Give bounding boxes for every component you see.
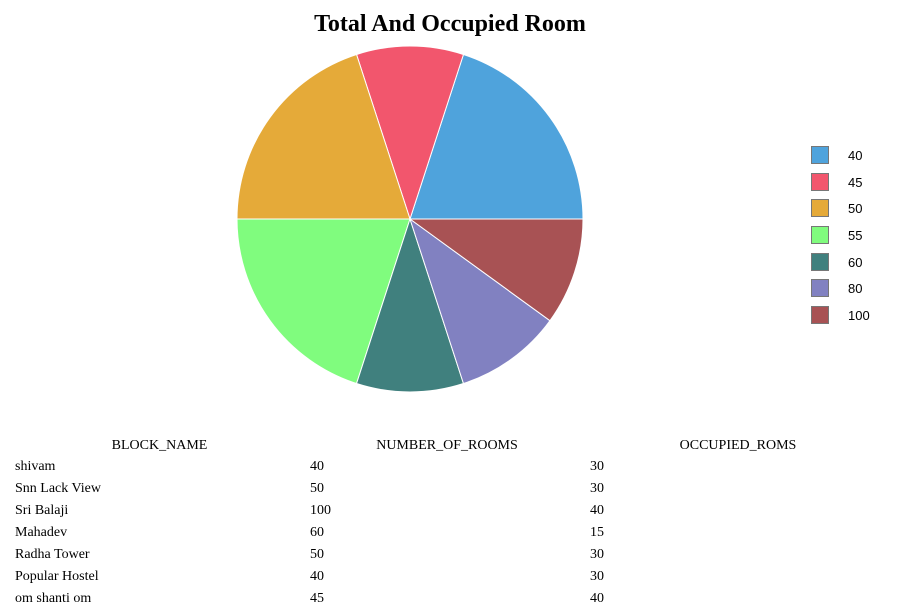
- table-row: Mahadev 60 15: [12, 522, 889, 544]
- chart-title: Total And Occupied Room: [314, 11, 586, 37]
- pie-slice-55: [236, 218, 411, 385]
- legend-swatch: [811, 252, 829, 271]
- legend-label: 50: [848, 201, 863, 217]
- table-row: shivam 40 30: [12, 456, 889, 478]
- pie-slice-80: [409, 217, 551, 385]
- cell-number-of-rooms: 100: [310, 503, 331, 518]
- cell-occupied-rooms: 40: [590, 503, 604, 518]
- legend-item: 55: [811, 226, 891, 245]
- legend-label: 40: [848, 148, 863, 163]
- cell-number-of-rooms: 40: [310, 459, 324, 474]
- pie-slice-40: [409, 53, 584, 220]
- column-header-block-name: BLOCK_NAME: [111, 438, 208, 453]
- cell-number-of-rooms: 50: [310, 481, 324, 496]
- pie-slice-50: [236, 53, 411, 220]
- legend-item: 80: [811, 279, 891, 298]
- legend-swatch: [811, 172, 829, 191]
- legend-item: 40: [811, 146, 891, 165]
- cell-block-name: Popular Hostel: [15, 569, 99, 584]
- cell-occupied-rooms: 15: [590, 525, 604, 540]
- cell-occupied-rooms: 30: [590, 547, 604, 562]
- table-row: Popular Hostel 40 30: [12, 566, 889, 588]
- rooms-table: BLOCK_NAME NUMBER_OF_ROOMS OCCUPIED_ROMS…: [12, 436, 889, 610]
- cell-number-of-rooms: 40: [310, 569, 324, 584]
- cell-number-of-rooms: 60: [310, 525, 324, 540]
- cell-occupied-rooms: 30: [590, 481, 604, 496]
- legend-swatch: [811, 306, 829, 325]
- table-row: Radha Tower 50 30: [12, 544, 889, 566]
- cell-block-name: Snn Lack View: [15, 481, 101, 496]
- cell-occupied-rooms: 30: [590, 459, 604, 474]
- legend-item: 50: [811, 199, 891, 218]
- legend-label: 100: [848, 308, 870, 324]
- cell-occupied-rooms: 30: [590, 569, 604, 584]
- cell-block-name: Sri Balaji: [15, 503, 69, 518]
- legend-label: 55: [848, 228, 863, 244]
- legend-swatch: [811, 226, 829, 245]
- table-row: Sri Balaji 100 40: [12, 500, 889, 522]
- legend-label: 80: [848, 281, 863, 297]
- table-header-row: BLOCK_NAME NUMBER_OF_ROOMS OCCUPIED_ROMS: [12, 436, 889, 456]
- legend-label: 45: [848, 174, 863, 190]
- pie-slice-100: [408, 218, 584, 322]
- column-header-occupied-rooms: OCCUPIED_ROMS: [679, 438, 797, 453]
- cell-number-of-rooms: 50: [310, 547, 324, 562]
- cell-block-name: shivam: [15, 459, 56, 474]
- legend-item: 60: [811, 252, 891, 272]
- table-row: Snn Lack View 50 30: [12, 478, 889, 500]
- pie-slice-60: [355, 217, 465, 393]
- pie-chart: [236, 45, 584, 393]
- chart-legend: 40 45 50 55 60 80 100: [811, 146, 891, 333]
- legend-label: 60: [848, 254, 863, 270]
- column-header-number-of-rooms: NUMBER_OF_ROOMS: [376, 438, 518, 453]
- legend-item: 100: [811, 306, 891, 325]
- legend-swatch: [811, 279, 829, 298]
- legend-item: 45: [811, 172, 891, 192]
- cell-block-name: om shanti om: [15, 591, 92, 606]
- legend-swatch: [811, 199, 829, 218]
- legend-swatch: [811, 146, 829, 164]
- cell-block-name: Mahadev: [15, 525, 68, 540]
- table-row: om shanti om 45 40: [12, 588, 889, 610]
- cell-block-name: Radha Tower: [15, 547, 90, 562]
- pie-slice-45: [355, 45, 465, 221]
- cell-occupied-rooms: 40: [590, 591, 604, 606]
- cell-number-of-rooms: 45: [310, 591, 324, 606]
